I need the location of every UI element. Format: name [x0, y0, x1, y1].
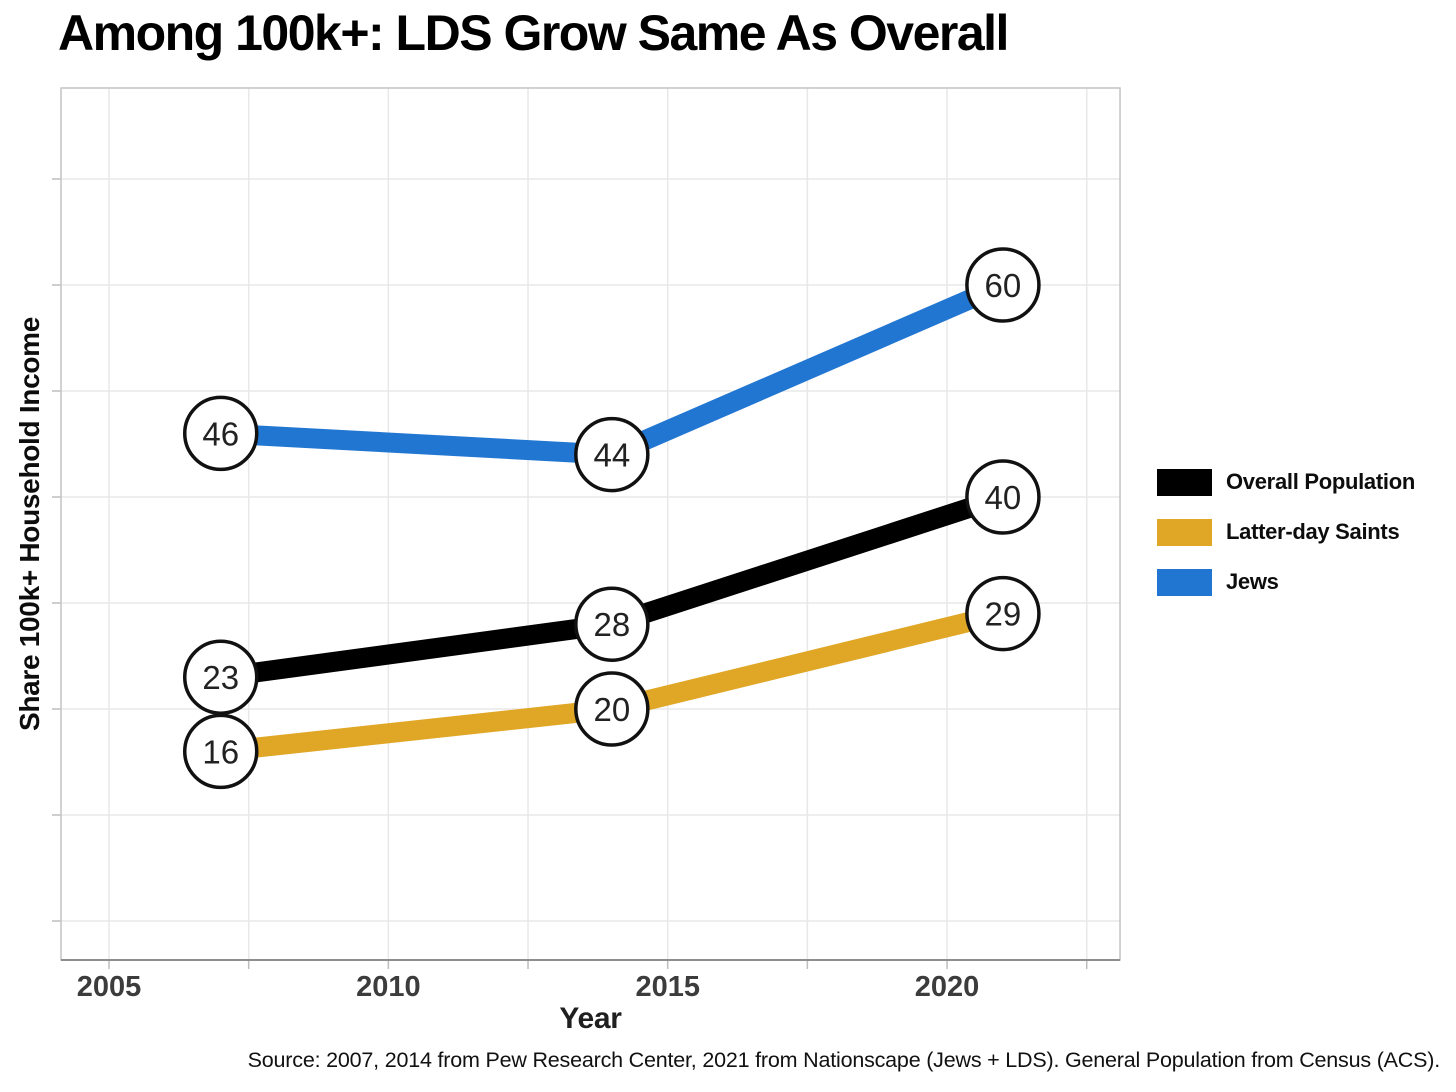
point-marker-circle: [574, 416, 650, 493]
x-axis-title: Year: [559, 1002, 622, 1035]
legend-label: Latter-day Saints: [1226, 519, 1400, 544]
legend: Overall Population Latter-day Saints Jew…: [1157, 457, 1415, 607]
source-note: Source: 2007, 2014 from Pew Research Cen…: [247, 1048, 1441, 1072]
plot-border: [60, 87, 1121, 961]
x-tick-label: 2015: [635, 971, 700, 1003]
point-marker-circle: [574, 586, 650, 662]
chart-title: Among 100k+: LDS Grow Same As Overall: [58, 5, 1009, 61]
point-value-label: 23: [202, 659, 239, 696]
point-value-label: 44: [593, 436, 630, 473]
point-marker-circle: [965, 247, 1041, 323]
point-value-label: 46: [202, 415, 239, 452]
point-value-label: 29: [985, 595, 1022, 632]
legend-item-overall-population: Overall Population: [1157, 457, 1415, 507]
point-marker-circle: [182, 713, 259, 790]
point-value-label: 28: [593, 606, 630, 643]
legend-swatch-overall-population: [1157, 468, 1212, 496]
point-value-label: 20: [593, 691, 630, 728]
point-marker-circle: [965, 575, 1041, 652]
point-value-label: 40: [985, 479, 1022, 516]
legend-item-latter-day-saints: Latter-day Saints: [1157, 507, 1415, 557]
point-value-label: 16: [202, 733, 239, 770]
legend-swatch-jews: [1157, 568, 1212, 596]
point-marker-circle: [574, 671, 650, 747]
x-tick-label: 2020: [915, 971, 980, 1003]
point-marker-circle: [182, 639, 259, 715]
point-marker-circle: [182, 395, 259, 472]
point-value-label: 60: [985, 267, 1022, 304]
legend-label: Overall Population: [1226, 469, 1415, 494]
x-tick-label: 2005: [77, 971, 142, 1003]
x-tick-label: 2010: [356, 971, 421, 1003]
y-axis-title: Share 100k+ Household Income: [14, 316, 45, 732]
legend-item-jews: Jews: [1157, 557, 1415, 607]
legend-label: Jews: [1226, 569, 1279, 594]
legend-swatch-latter-day-saints: [1157, 518, 1212, 546]
point-marker-circle: [965, 459, 1041, 535]
